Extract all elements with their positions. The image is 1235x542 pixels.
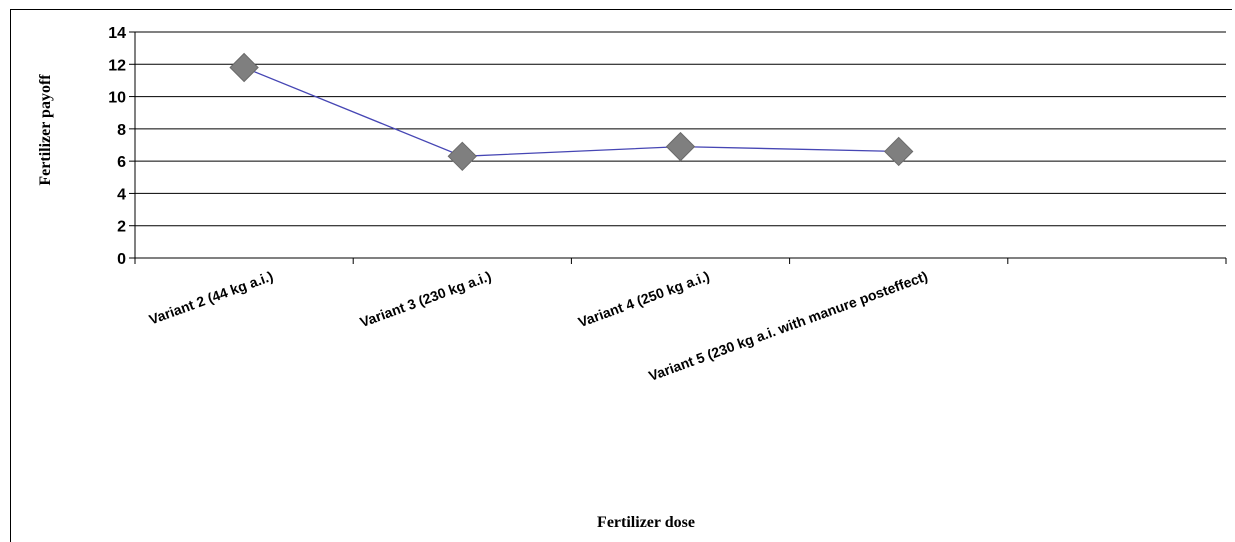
axes xyxy=(129,31,1227,264)
series-line xyxy=(243,66,899,157)
y-tick-label: 8 xyxy=(117,122,126,139)
series xyxy=(229,52,914,172)
y-tick-label: 4 xyxy=(117,186,126,203)
y-tick-label: 10 xyxy=(108,90,126,107)
x-tick-label: Variant 4 (250 kg a.i.) xyxy=(576,268,712,330)
y-axis-title: Fertilizer payoff xyxy=(37,74,54,186)
y-tick-label: 2 xyxy=(117,219,126,236)
x-axis-title: Fertilizer dose xyxy=(597,514,695,531)
y-tick-labels: 0 2 4 6 8 10 12 14 xyxy=(108,25,126,268)
data-point-marker xyxy=(447,141,478,172)
data-point-marker xyxy=(883,136,914,167)
gridlines xyxy=(135,31,1226,227)
chart-frame xyxy=(10,9,1232,542)
y-tick-label: 0 xyxy=(117,251,126,268)
x-tick-label: Variant 3 (230 kg a.i.) xyxy=(358,268,494,330)
data-point-marker xyxy=(665,131,696,162)
y-tick-label: 12 xyxy=(108,57,126,74)
y-tick-label: 14 xyxy=(108,25,126,42)
y-tick-label: 6 xyxy=(117,154,126,171)
x-tick-label: Variant 2 (44 kg a.i.) xyxy=(147,268,275,328)
data-point-marker xyxy=(229,52,259,83)
x-tick-labels: Variant 2 (44 kg a.i.) Variant 3 (230 kg … xyxy=(147,268,930,384)
